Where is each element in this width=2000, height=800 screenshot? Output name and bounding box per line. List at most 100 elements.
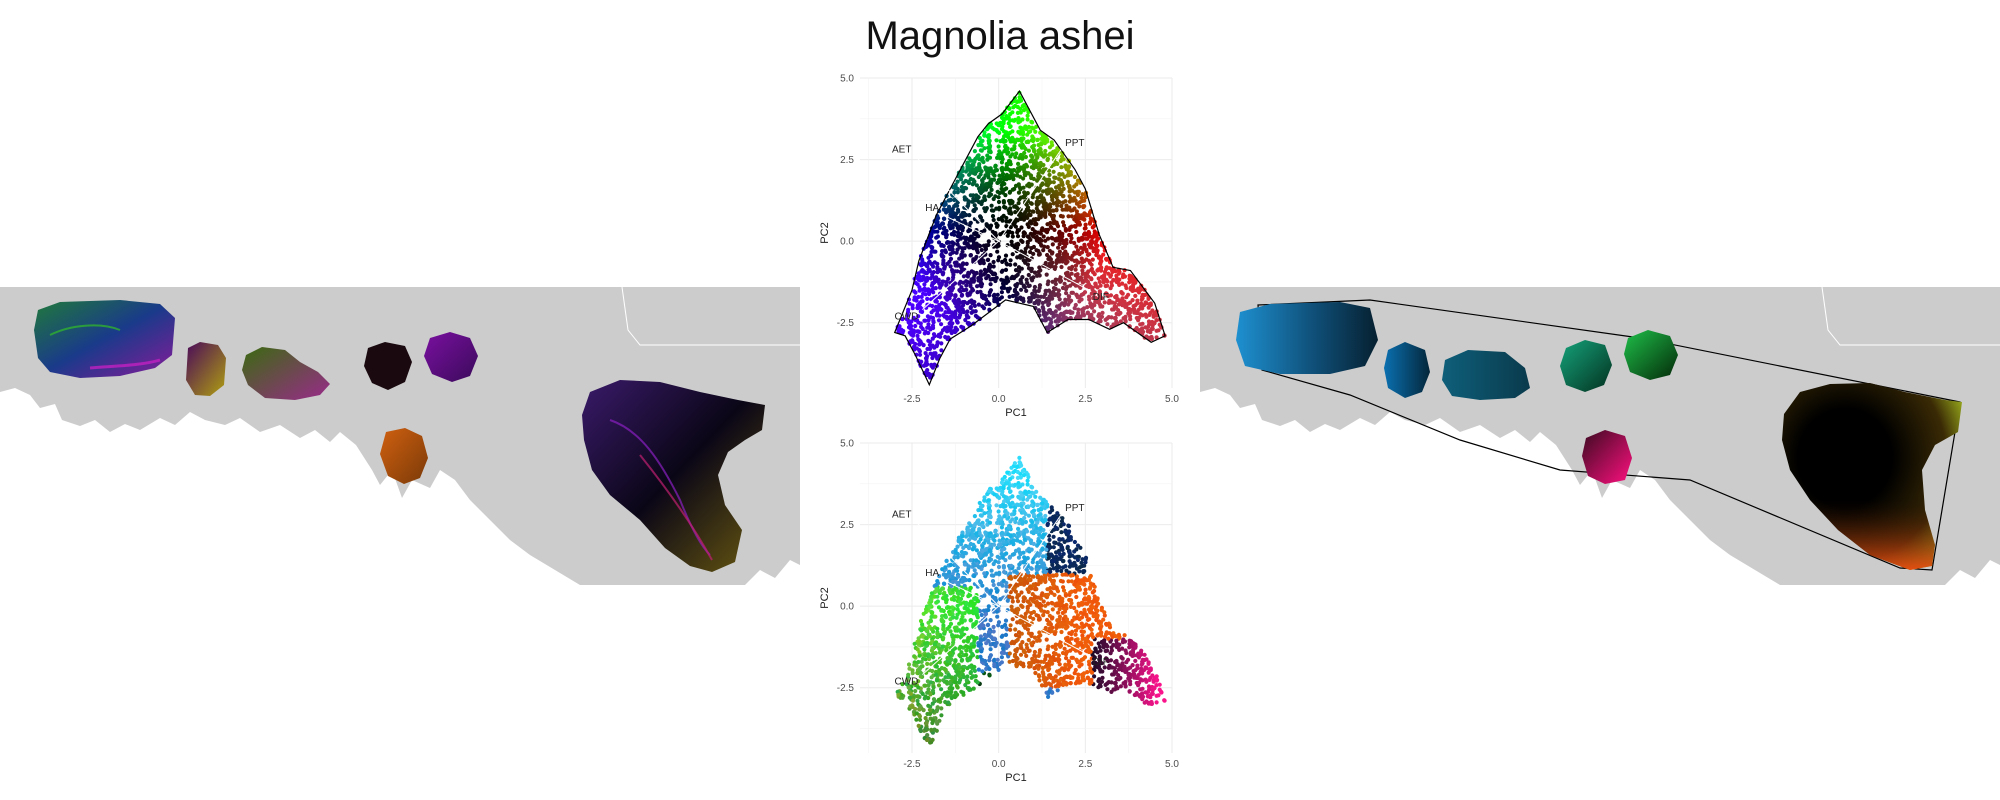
- data-point: [1014, 99, 1020, 105]
- data-point: [1077, 220, 1082, 225]
- data-point: [1127, 645, 1132, 650]
- data-point: [905, 313, 910, 318]
- data-point: [1046, 256, 1051, 262]
- data-point: [1110, 307, 1115, 312]
- data-point: [912, 662, 917, 667]
- data-point: [1001, 174, 1006, 179]
- data-point: [988, 653, 994, 658]
- data-point: [1026, 570, 1031, 575]
- data-point: [959, 658, 964, 663]
- data-point: [1067, 294, 1072, 299]
- data-point: [987, 673, 992, 678]
- data-point: [1059, 530, 1064, 535]
- data-point: [1075, 679, 1080, 684]
- data-point: [934, 672, 939, 677]
- data-point: [1150, 308, 1155, 313]
- data-point: [953, 184, 958, 190]
- data-point: [959, 253, 964, 258]
- data-point: [1031, 143, 1037, 148]
- data-point: [971, 604, 976, 609]
- data-point: [957, 281, 962, 286]
- data-point: [978, 626, 983, 631]
- data-point: [1034, 248, 1039, 253]
- data-point: [1008, 258, 1013, 263]
- data-point: [999, 548, 1004, 553]
- data-point: [956, 226, 962, 231]
- data-point: [910, 671, 915, 676]
- data-point: [1063, 228, 1068, 233]
- data-point: [1044, 182, 1049, 187]
- data-point: [1013, 183, 1019, 188]
- data-point: [1025, 482, 1030, 487]
- data-point: [982, 272, 987, 277]
- data-point: [921, 656, 926, 661]
- data-point: [1083, 271, 1088, 276]
- data-point: [1092, 309, 1097, 314]
- data-point: [1046, 279, 1051, 284]
- data-point: [1119, 290, 1124, 295]
- data-point: [962, 211, 967, 216]
- data-point: [1015, 469, 1020, 475]
- data-point: [997, 130, 1002, 135]
- data-point: [1070, 310, 1075, 315]
- data-point: [992, 168, 998, 173]
- data-point: [914, 711, 919, 716]
- data-point: [1012, 511, 1017, 516]
- data-point: [991, 259, 996, 265]
- data-point: [1104, 291, 1109, 297]
- data-point: [1041, 234, 1046, 239]
- data-point: [1025, 262, 1030, 267]
- data-point: [1091, 614, 1096, 619]
- data-point: [1054, 525, 1059, 531]
- data-point: [1049, 187, 1054, 192]
- data-point: [986, 194, 992, 199]
- data-point: [1118, 663, 1123, 668]
- data-point: [1049, 505, 1054, 510]
- data-point: [962, 299, 967, 305]
- data-point: [999, 650, 1005, 656]
- data-point: [936, 318, 942, 323]
- data-point: [1012, 146, 1017, 151]
- data-point: [1085, 617, 1091, 623]
- data-point: [917, 349, 923, 354]
- data-point: [1014, 655, 1019, 660]
- data-point: [1051, 201, 1056, 206]
- data-point: [943, 250, 949, 255]
- data-point: [1000, 124, 1005, 129]
- data-point: [1146, 661, 1151, 667]
- data-point: [968, 670, 974, 675]
- data-point: [973, 536, 978, 541]
- x-tick-label: 0.0: [992, 394, 1006, 405]
- data-point: [1054, 238, 1060, 243]
- data-point: [968, 221, 973, 226]
- data-point: [1020, 103, 1025, 109]
- data-point: [1083, 557, 1088, 562]
- data-point: [926, 318, 931, 323]
- data-point: [1079, 643, 1084, 648]
- data-point: [1096, 276, 1101, 281]
- data-point: [928, 327, 933, 332]
- data-point: [960, 173, 965, 178]
- data-point: [947, 240, 952, 245]
- data-point: [968, 618, 973, 623]
- range-texture: [639, 454, 713, 561]
- data-point: [1008, 124, 1013, 129]
- data-point: [928, 618, 934, 624]
- data-point: [930, 646, 935, 651]
- data-point: [1003, 193, 1008, 198]
- data-point: [1030, 155, 1035, 160]
- data-point: [964, 287, 969, 292]
- data-point: [1157, 687, 1162, 692]
- data-point: [988, 282, 993, 287]
- data-point: [945, 656, 950, 661]
- data-point: [1050, 242, 1055, 247]
- data-point: [948, 256, 954, 261]
- data-point: [1004, 275, 1009, 280]
- data-point: [1091, 270, 1096, 275]
- data-point: [941, 596, 946, 601]
- data-point: [952, 680, 957, 685]
- data-point: [983, 293, 988, 299]
- data-point: [972, 158, 977, 163]
- data-point: [896, 692, 901, 697]
- data-point: [1016, 190, 1022, 195]
